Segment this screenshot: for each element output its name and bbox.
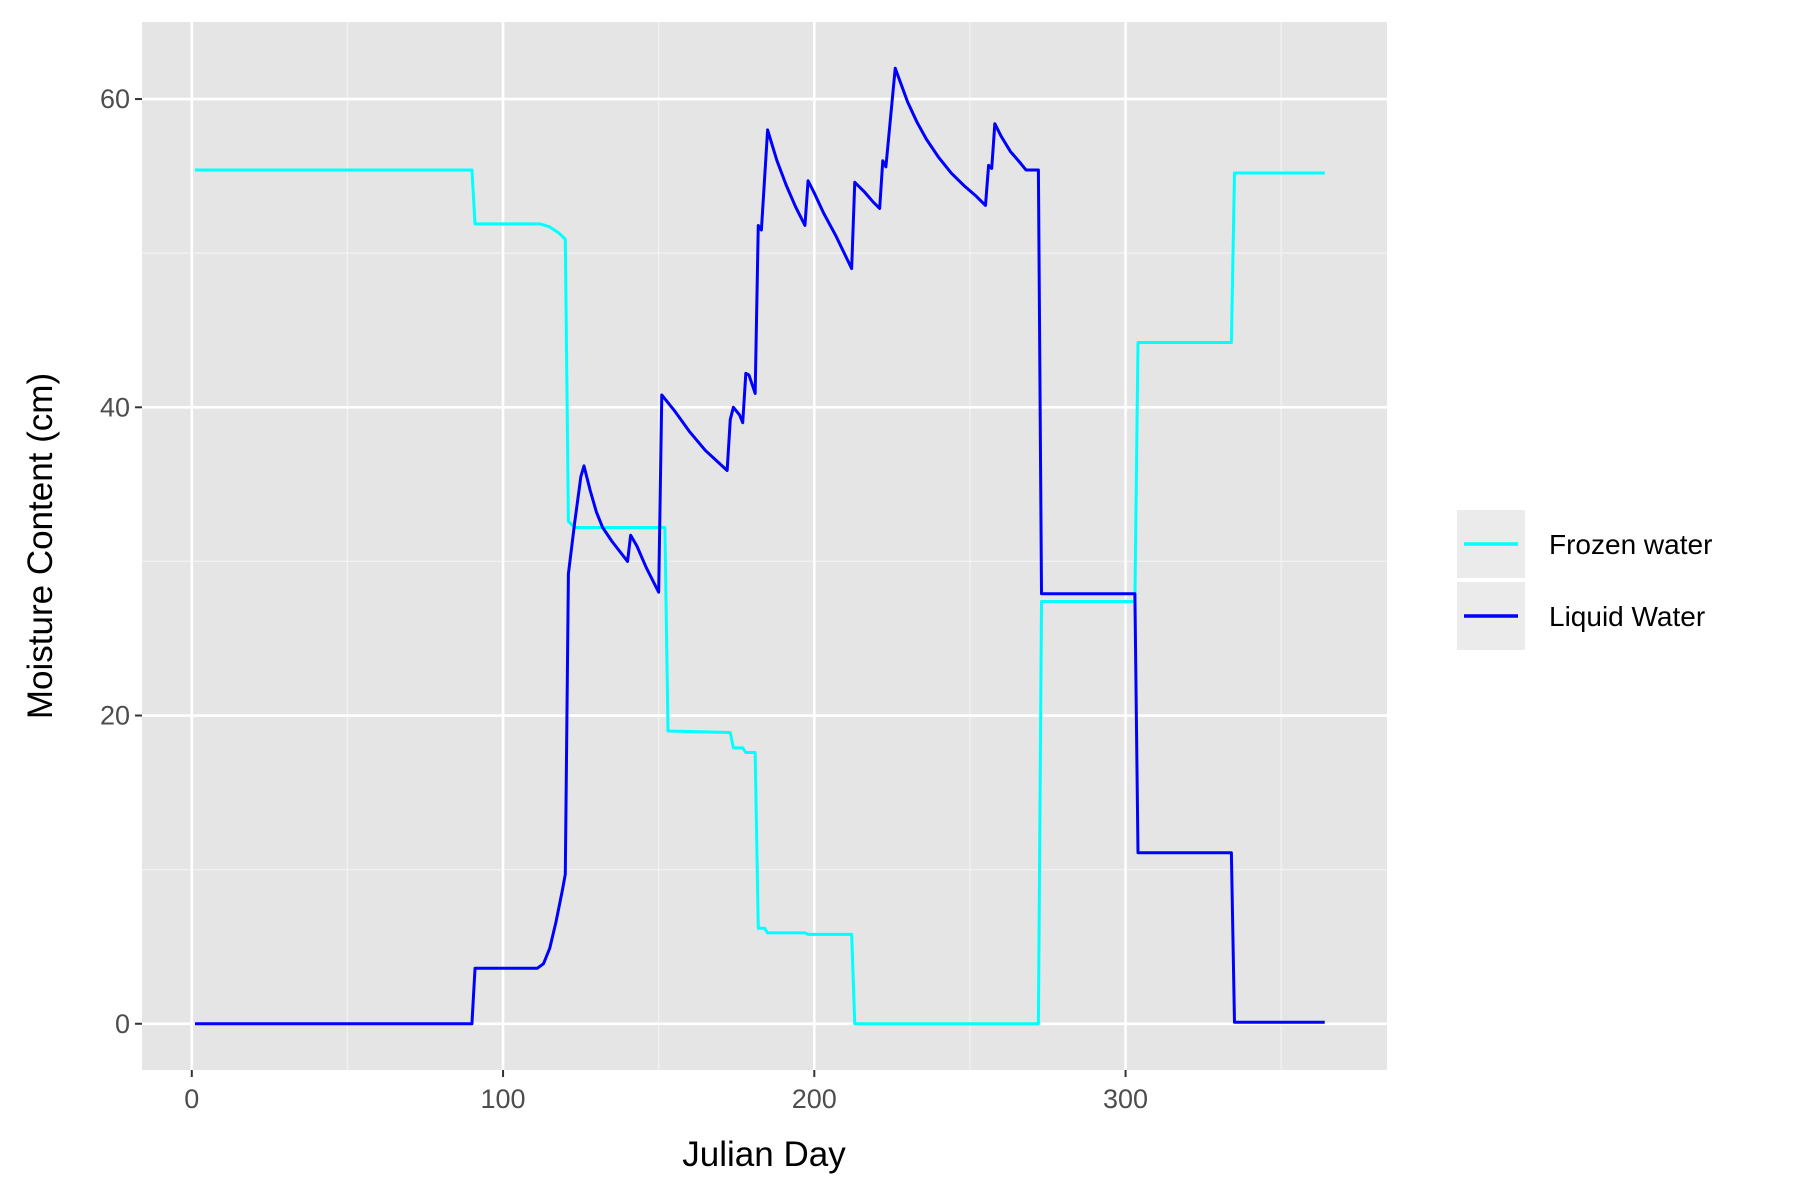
y-tick-label: 60 — [100, 84, 130, 114]
y-tick-label: 0 — [115, 1009, 130, 1039]
legend-label-liquid-water: Liquid Water — [1549, 601, 1705, 632]
x-tick-label: 300 — [1103, 1084, 1148, 1114]
series-line-frozen-water — [194, 168, 1325, 1026]
y-axis: 0 20 40 60 — [100, 84, 142, 1039]
x-axis-title: Julian Day — [682, 1135, 846, 1174]
x-tick-label: 200 — [792, 1084, 837, 1114]
series-line-liquid-water — [194, 66, 1325, 1026]
x-tick-label: 0 — [184, 1084, 199, 1114]
y-tick-label: 20 — [100, 701, 130, 731]
series-layer — [194, 66, 1325, 1026]
y-tick-label: 40 — [100, 392, 130, 422]
legend: Frozen water Liquid Water — [1457, 510, 1712, 650]
y-axis-title: Moisture Content (cm) — [21, 373, 60, 719]
x-tick-label: 100 — [481, 1084, 526, 1114]
legend-label-frozen-water: Frozen water — [1549, 529, 1712, 560]
grid-major — [142, 22, 1387, 1070]
x-axis: 0 100 200 300 — [184, 1070, 1148, 1114]
